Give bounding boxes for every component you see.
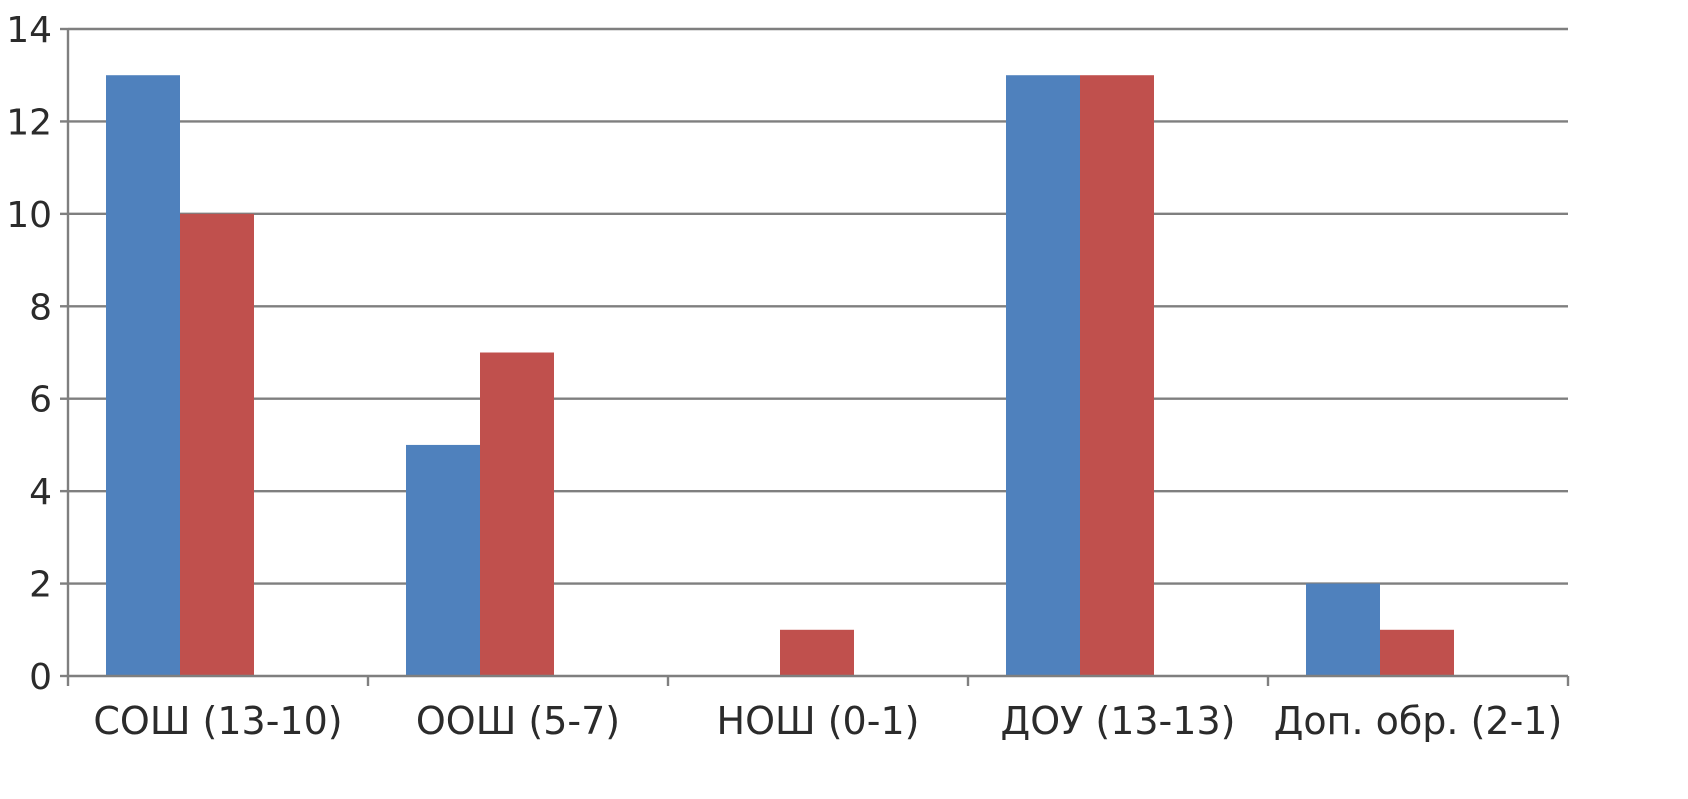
y-tick-label: 12	[6, 102, 52, 143]
bar-series1-3	[1006, 75, 1080, 676]
bar-series2-3	[1080, 75, 1154, 676]
bar-series2-4	[1380, 629, 1454, 676]
y-tick-label: 0	[29, 657, 52, 698]
y-tick-labels: 0 2 4 6 8 10 12 14	[6, 10, 52, 698]
y-tick-label: 6	[29, 380, 52, 421]
x-category-label: ДОУ (13-13)	[1001, 699, 1236, 743]
y-tick-label: 10	[6, 195, 52, 236]
bar-series2-2	[780, 629, 854, 676]
bar-series1-0	[106, 75, 180, 676]
bar-series1-4	[1306, 583, 1380, 676]
x-category-label: СОШ (13-10)	[93, 699, 342, 743]
gridlines	[68, 27, 1568, 585]
x-category-labels: СОШ (13-10) ООШ (5-7) НОШ (0-1) ДОУ (13-13)…	[93, 699, 1562, 743]
y-tick-label: 2	[29, 565, 52, 606]
bar-series1-1	[406, 444, 480, 676]
bars	[106, 75, 1454, 676]
y-tick-label: 4	[29, 472, 52, 513]
x-category-label: ООШ (5-7)	[416, 699, 620, 743]
x-category-label: НОШ (0-1)	[717, 699, 920, 743]
axes	[60, 27, 1570, 686]
y-tick-label: 14	[6, 10, 52, 51]
bar-series2-0	[180, 213, 254, 676]
bar-series2-1	[480, 352, 554, 676]
x-category-label: Доп. обр. (2-1)	[1274, 699, 1563, 743]
y-tick-label: 8	[29, 287, 52, 328]
